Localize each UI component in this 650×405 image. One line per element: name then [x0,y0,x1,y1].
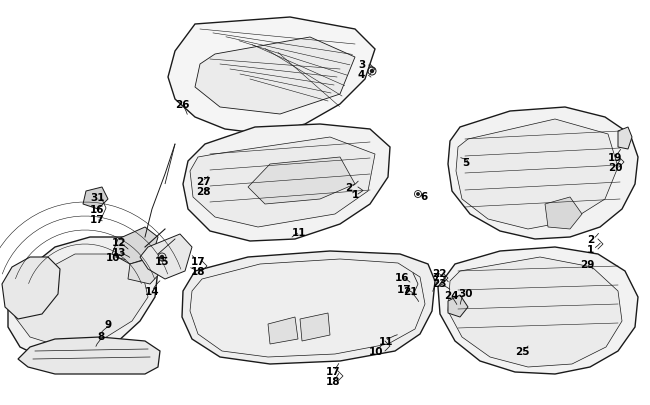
Text: 17: 17 [90,215,105,224]
Polygon shape [140,234,192,279]
Text: 18: 18 [326,376,341,386]
Text: 30: 30 [458,288,473,298]
Text: 17: 17 [326,366,341,376]
Text: 6: 6 [420,192,427,202]
Polygon shape [8,237,158,359]
Text: 12: 12 [112,237,127,247]
Polygon shape [195,38,355,115]
Text: 27: 27 [196,177,211,187]
Text: 8: 8 [97,331,104,341]
Text: 13: 13 [112,247,127,257]
Polygon shape [18,337,160,374]
Text: 17: 17 [191,256,205,266]
Polygon shape [183,125,390,241]
Text: 2: 2 [345,183,352,192]
Circle shape [370,70,374,73]
Text: 2: 2 [587,234,594,244]
Text: 7: 7 [432,272,439,282]
Polygon shape [83,188,108,209]
Text: 10: 10 [106,252,120,262]
Polygon shape [618,128,632,149]
Text: 3: 3 [358,60,365,70]
Text: 17: 17 [397,284,411,294]
Polygon shape [168,18,375,135]
Text: 22: 22 [432,269,447,278]
Polygon shape [112,228,158,264]
Text: 1: 1 [352,190,359,200]
Polygon shape [300,313,330,341]
Text: 29: 29 [580,259,594,269]
Polygon shape [448,295,468,317]
Text: 11: 11 [379,336,393,346]
Text: 24: 24 [444,290,459,300]
Text: 15: 15 [155,256,170,266]
Text: 18: 18 [191,266,205,276]
Polygon shape [438,247,638,374]
Polygon shape [456,120,618,230]
Polygon shape [182,252,435,364]
Text: 26: 26 [175,100,190,110]
Polygon shape [448,108,638,239]
Text: 11: 11 [292,228,307,237]
Circle shape [161,256,164,259]
Polygon shape [128,257,162,284]
Text: 25: 25 [515,346,530,356]
Polygon shape [14,254,148,347]
Text: 4: 4 [358,70,365,80]
Polygon shape [545,198,582,230]
Circle shape [417,193,419,196]
Text: 9: 9 [104,319,111,329]
Text: 14: 14 [145,286,160,296]
Polygon shape [2,257,60,319]
Text: 5: 5 [462,158,469,168]
Text: 23: 23 [432,278,447,288]
Polygon shape [448,257,622,367]
Text: 16: 16 [90,205,105,215]
Text: 21: 21 [403,286,417,296]
Polygon shape [268,317,298,344]
Text: 20: 20 [608,162,623,173]
Text: 16: 16 [395,272,410,282]
Polygon shape [248,158,355,205]
Text: 28: 28 [196,187,211,196]
Text: 1: 1 [587,244,594,254]
Text: 10: 10 [369,346,384,356]
Polygon shape [190,138,375,228]
Text: 19: 19 [608,153,622,162]
Text: 31: 31 [90,192,105,202]
